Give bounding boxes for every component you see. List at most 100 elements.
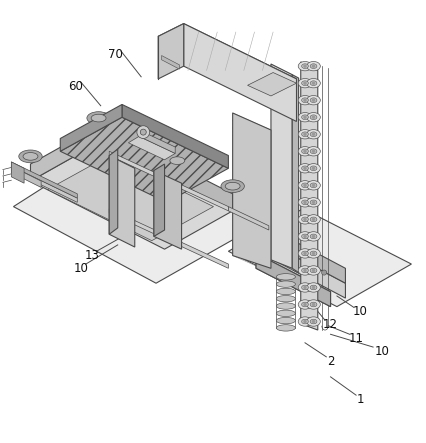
Circle shape: [302, 82, 306, 85]
Ellipse shape: [297, 163, 311, 173]
Ellipse shape: [306, 78, 320, 88]
Polygon shape: [300, 62, 317, 330]
Ellipse shape: [301, 285, 308, 290]
Circle shape: [302, 132, 306, 136]
Ellipse shape: [276, 274, 295, 280]
Polygon shape: [109, 151, 228, 211]
Circle shape: [302, 183, 306, 187]
Ellipse shape: [301, 64, 308, 69]
Circle shape: [311, 269, 314, 272]
Ellipse shape: [301, 183, 308, 188]
Ellipse shape: [306, 198, 320, 207]
Polygon shape: [30, 143, 232, 249]
Ellipse shape: [306, 129, 320, 139]
Text: 60: 60: [68, 80, 82, 93]
Circle shape: [302, 218, 306, 221]
Polygon shape: [228, 206, 268, 230]
Ellipse shape: [309, 200, 316, 205]
Circle shape: [253, 232, 258, 237]
Circle shape: [137, 126, 149, 139]
Ellipse shape: [301, 268, 308, 273]
Circle shape: [311, 98, 314, 102]
Ellipse shape: [165, 154, 189, 167]
Circle shape: [311, 183, 314, 187]
Polygon shape: [158, 23, 183, 79]
Ellipse shape: [225, 183, 239, 190]
Circle shape: [304, 257, 309, 262]
Ellipse shape: [301, 217, 308, 222]
Polygon shape: [47, 155, 213, 241]
Polygon shape: [153, 164, 164, 237]
Circle shape: [311, 218, 314, 221]
Text: 70: 70: [108, 48, 123, 61]
Ellipse shape: [297, 96, 311, 105]
Circle shape: [321, 270, 326, 275]
Polygon shape: [12, 166, 77, 202]
Ellipse shape: [301, 115, 308, 120]
Polygon shape: [291, 75, 298, 272]
Circle shape: [302, 286, 306, 289]
Text: 10: 10: [352, 305, 367, 318]
Ellipse shape: [91, 114, 106, 122]
Ellipse shape: [301, 166, 308, 171]
Ellipse shape: [309, 132, 316, 136]
Ellipse shape: [276, 281, 295, 288]
Ellipse shape: [306, 215, 320, 224]
Circle shape: [302, 201, 306, 204]
Polygon shape: [12, 162, 24, 183]
Ellipse shape: [309, 149, 316, 154]
Ellipse shape: [220, 180, 244, 193]
Ellipse shape: [301, 200, 308, 205]
Circle shape: [302, 252, 306, 255]
Ellipse shape: [301, 302, 308, 307]
Polygon shape: [241, 213, 345, 283]
Ellipse shape: [306, 147, 320, 156]
Ellipse shape: [276, 303, 295, 309]
Ellipse shape: [297, 147, 311, 156]
Text: 13: 13: [85, 249, 99, 262]
Ellipse shape: [306, 96, 320, 105]
Ellipse shape: [301, 251, 308, 256]
Text: 1: 1: [356, 393, 363, 406]
Polygon shape: [183, 23, 296, 121]
Circle shape: [270, 245, 275, 249]
Ellipse shape: [297, 232, 311, 241]
Polygon shape: [12, 166, 41, 187]
Ellipse shape: [309, 115, 316, 120]
Ellipse shape: [306, 249, 320, 258]
Ellipse shape: [297, 78, 311, 88]
Polygon shape: [128, 136, 175, 160]
Circle shape: [311, 235, 314, 238]
Polygon shape: [109, 209, 228, 268]
Ellipse shape: [309, 166, 316, 171]
Circle shape: [302, 167, 306, 170]
Polygon shape: [232, 113, 271, 268]
Ellipse shape: [301, 132, 308, 136]
Ellipse shape: [309, 285, 316, 290]
Polygon shape: [109, 155, 135, 247]
Circle shape: [302, 116, 306, 119]
Ellipse shape: [301, 81, 308, 85]
Polygon shape: [30, 126, 98, 181]
Circle shape: [302, 303, 306, 306]
Circle shape: [302, 64, 306, 68]
Ellipse shape: [306, 232, 320, 241]
Ellipse shape: [306, 300, 320, 309]
Circle shape: [311, 132, 314, 136]
Ellipse shape: [306, 163, 320, 173]
Ellipse shape: [301, 149, 308, 154]
Polygon shape: [241, 228, 345, 298]
Ellipse shape: [309, 319, 316, 324]
Polygon shape: [60, 105, 122, 151]
Ellipse shape: [276, 288, 295, 295]
Circle shape: [311, 303, 314, 306]
Circle shape: [311, 64, 314, 68]
Ellipse shape: [309, 81, 316, 85]
Ellipse shape: [297, 249, 311, 258]
Ellipse shape: [297, 215, 311, 224]
Circle shape: [302, 98, 306, 102]
Ellipse shape: [309, 251, 316, 256]
Ellipse shape: [297, 283, 311, 292]
Polygon shape: [98, 126, 232, 211]
Ellipse shape: [306, 283, 320, 292]
